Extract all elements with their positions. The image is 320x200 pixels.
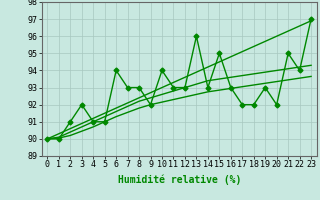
X-axis label: Humidité relative (%): Humidité relative (%) (117, 175, 241, 185)
